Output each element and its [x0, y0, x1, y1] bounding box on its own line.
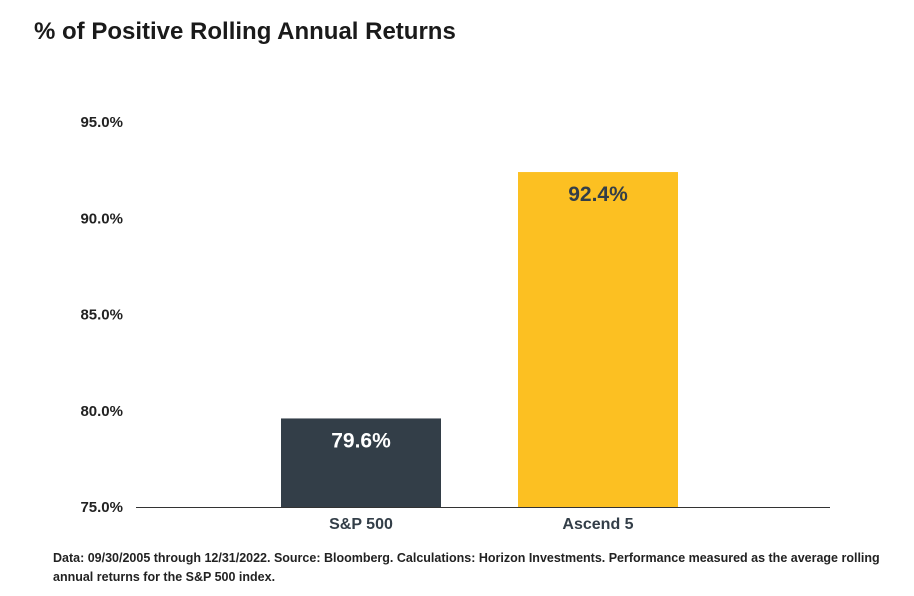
data-label: 79.6%	[331, 429, 391, 452]
bar-ascend5	[518, 172, 678, 508]
x-tick-label: S&P 500	[329, 516, 393, 533]
x-axis-labels: S&P 500 Ascend 5	[329, 516, 634, 533]
footnote: Data: 09/30/2005 through 12/31/2022. Sou…	[53, 551, 880, 584]
y-tick-label: 80.0%	[80, 403, 123, 420]
x-tick-label: Ascend 5	[562, 516, 633, 533]
bar-chart: 75.0% 80.0% 85.0% 90.0% 95.0% S&P 500 Ascend …	[80, 114, 830, 533]
data-labels: 79.6% 92.4%	[331, 183, 628, 452]
y-tick-label: 90.0%	[80, 210, 123, 227]
data-label: 92.4%	[568, 183, 628, 206]
y-tick-label: 75.0%	[80, 499, 123, 516]
bar-sp500	[281, 418, 441, 507]
y-tick-label: 85.0%	[80, 307, 123, 324]
y-tick-label: 95.0%	[80, 114, 123, 131]
chart-title: % of Positive Rolling Annual Returns	[34, 18, 456, 45]
bars	[281, 172, 678, 508]
y-axis-ticks: 75.0% 80.0% 85.0% 90.0% 95.0%	[80, 114, 123, 516]
